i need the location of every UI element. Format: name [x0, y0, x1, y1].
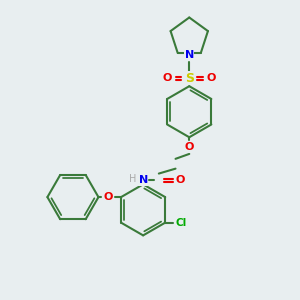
- Text: S: S: [185, 72, 194, 85]
- Text: O: O: [206, 74, 215, 83]
- Text: N: N: [139, 176, 148, 185]
- Text: H: H: [129, 174, 136, 184]
- Text: Cl: Cl: [175, 218, 187, 228]
- Text: O: O: [163, 74, 172, 83]
- Text: O: O: [184, 142, 194, 152]
- Text: N: N: [184, 50, 194, 60]
- Text: O: O: [176, 176, 185, 185]
- Text: O: O: [103, 192, 113, 202]
